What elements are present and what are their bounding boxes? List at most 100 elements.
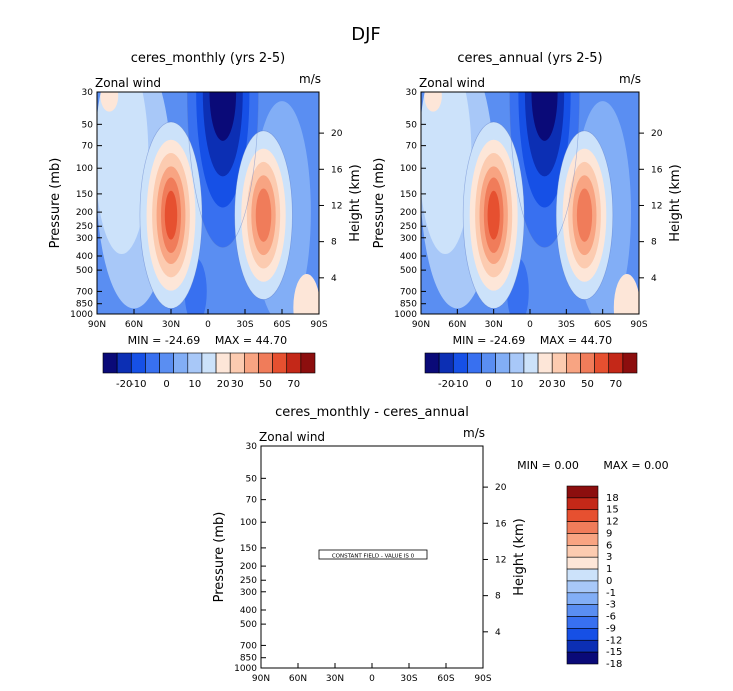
colorbar-box [566, 545, 599, 558]
easterly-contour [531, 92, 558, 141]
x-tick-label: 30S [236, 320, 253, 330]
colorbar-box [594, 352, 610, 374]
y-tick-label: 100 [240, 518, 257, 528]
x-tick-label: 30S [558, 320, 575, 330]
colorbar-label: 0 [485, 379, 491, 390]
colorbar-box [566, 497, 599, 511]
y-tick-label: 50 [246, 474, 258, 484]
y-tick-label: 1000 [394, 310, 417, 320]
colorbar-box [102, 352, 118, 374]
y-right-tick-label: 20 [495, 483, 507, 493]
colorbar-box [566, 628, 599, 641]
panel-ceres-monthly: ceres_monthly (yrs 2-5) Zonal wind m/s 30 50… [48, 51, 363, 390]
y-right-tick-label: 20 [651, 129, 663, 139]
easterly-contour [209, 92, 237, 141]
panel-difference: ceres_monthly - ceres_annual Zonal wind m/… [212, 405, 669, 684]
nh-jet-contour [164, 190, 178, 240]
colorbar-label: 1 [606, 564, 612, 575]
y-right-tick-label: 8 [495, 592, 501, 602]
contour-line [509, 92, 580, 248]
y-tick-label: 200 [240, 562, 257, 572]
units-label: m/s [463, 426, 485, 440]
field-label: Zonal wind [419, 76, 485, 90]
y-axis-label: Pressure (mb) [48, 158, 63, 249]
colorbar-box [145, 352, 160, 374]
colorbar-label: 50 [259, 379, 272, 390]
colorbar-label: 30 [553, 379, 566, 390]
colorbar-box [566, 485, 599, 499]
colorbar-box [566, 639, 599, 653]
colorbar-label: 0 [163, 379, 169, 390]
y-right-axis-label: Height (km) [668, 164, 683, 241]
y-tick-label: 200 [400, 208, 417, 218]
colorbar-box [566, 651, 599, 665]
colorbar-box [159, 352, 174, 374]
colorbar-box [495, 352, 511, 374]
colorbar-box [566, 509, 599, 522]
max-label: MAX = 44.70 [215, 334, 287, 347]
x-tick-label: 30N [162, 320, 180, 330]
colorbar-label: 0 [606, 576, 612, 587]
max-label: MAX = 44.70 [540, 334, 612, 347]
x-tick-label: 90N [412, 320, 430, 330]
contour-line [139, 121, 203, 309]
colorbar-box [566, 521, 599, 534]
y-tick-label: 400 [400, 252, 417, 262]
y-tick-label: 70 [246, 496, 258, 506]
y-tick-label: 500 [76, 266, 93, 276]
y-right-tick-label: 16 [651, 165, 663, 175]
x-tick-label: 90S [310, 320, 327, 330]
y-tick-label: 150 [400, 190, 417, 200]
colorbar-box [566, 580, 599, 594]
contour-region [97, 92, 149, 254]
y-right-tick-label: 16 [331, 165, 343, 175]
y-tick-label: 250 [240, 576, 257, 586]
panel-title: ceres_monthly - ceres_annual [275, 405, 469, 420]
y-tick-label: 400 [76, 252, 93, 262]
y-tick-label: 300 [240, 588, 257, 598]
sh-jet-contour [576, 188, 593, 242]
y-tick-label: 70 [406, 142, 418, 152]
colorbar-label: 70 [287, 379, 300, 390]
plot-frame [260, 445, 484, 669]
colorbar-label: -6 [606, 612, 616, 623]
colorbar-box [523, 352, 539, 374]
colorbar-label: 12 [606, 517, 619, 528]
x-tick-label: 90S [474, 674, 491, 684]
colorbar-label: 20 [539, 379, 552, 390]
y-right-axis-label: Height (km) [512, 518, 527, 595]
y-axis-label: Pressure (mb) [212, 512, 227, 603]
colorbar-label: 3 [606, 552, 612, 563]
colorbar-box [566, 352, 581, 374]
colorbar-label: 70 [609, 379, 622, 390]
x-tick-label: 60S [594, 320, 611, 330]
x-tick-label: 90N [88, 320, 106, 330]
x-tick-label: 30S [400, 674, 417, 684]
x-tick-label: 90N [252, 674, 270, 684]
y-right-axis-label: Height (km) [348, 164, 363, 241]
x-tick-label: 0 [205, 320, 211, 330]
y-tick-label: 50 [406, 120, 418, 130]
colorbar-label: -9 [606, 623, 616, 634]
colorbar-box [215, 352, 231, 374]
y-right-tick-label: 12 [651, 201, 662, 211]
constant-field-box [318, 549, 428, 560]
y-tick-label: 70 [82, 142, 94, 152]
colorbar-label: 18 [606, 493, 619, 504]
panel-title: ceres_monthly (yrs 2-5) [131, 51, 285, 66]
colorbar-box [481, 352, 496, 374]
y-tick-label: 250 [400, 222, 417, 232]
y-right-tick-label: 4 [495, 628, 501, 638]
colorbar-label: 20 [217, 379, 230, 390]
colorbar-label: 15 [606, 505, 619, 516]
contour-line [186, 92, 259, 248]
colorbar-label: -15 [606, 647, 622, 658]
y-tick-label: 700 [76, 287, 93, 297]
colorbar-box [229, 352, 245, 374]
colorbar-box [566, 616, 599, 629]
colorbar-box [438, 352, 454, 374]
colorbar-label: -18 [606, 659, 622, 670]
x-tick-label: 30N [485, 320, 503, 330]
colorbar-box [551, 352, 567, 374]
